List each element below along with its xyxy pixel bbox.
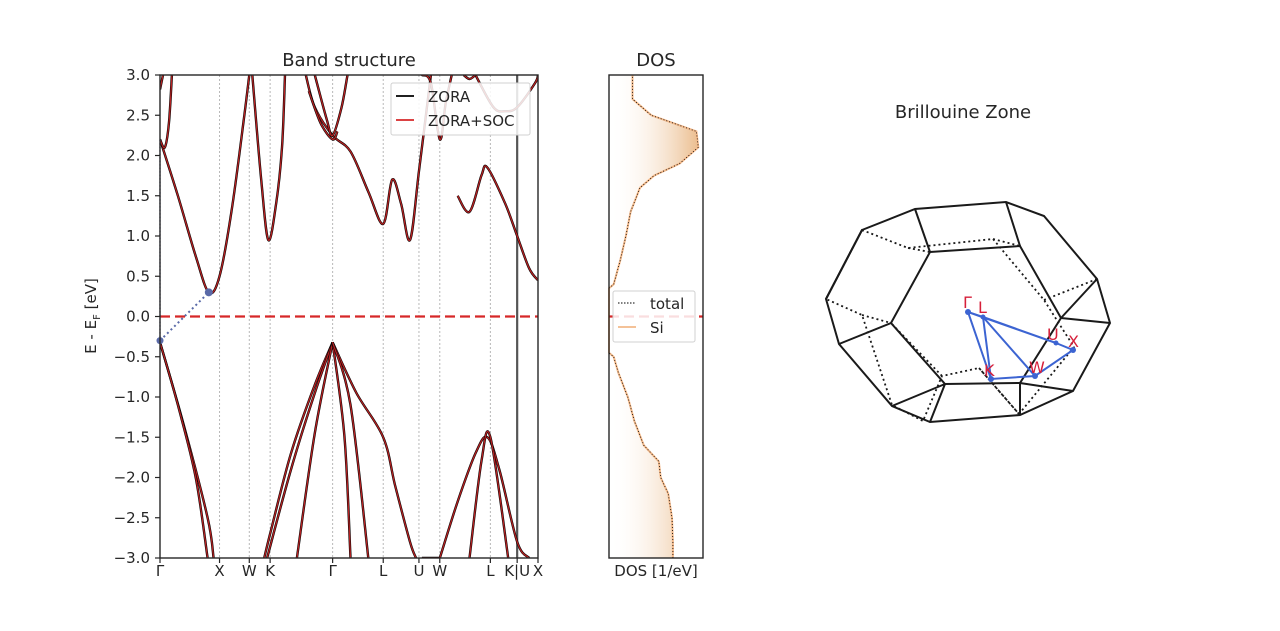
- label-k: K: [984, 361, 995, 380]
- x-tick-label: W: [242, 562, 257, 580]
- y-tick-label: −0.5: [114, 348, 150, 366]
- x-tick-label: L: [486, 562, 495, 580]
- label-u: U: [1047, 325, 1059, 344]
- band-line-zora-soc: [266, 342, 334, 558]
- band-line-zora-soc: [457, 165, 538, 281]
- point-gamma: [965, 309, 971, 315]
- point-l: [980, 314, 986, 320]
- band-line-zora-soc: [463, 75, 476, 80]
- band-line-zora-soc: [331, 342, 352, 558]
- band-legend: ZORA ZORA+SOC: [390, 82, 531, 136]
- y-tick-label: 2.5: [126, 106, 150, 124]
- point-u: [1053, 340, 1059, 346]
- band-line-zora-soc: [308, 90, 338, 141]
- high-symmetry-grid: [219, 75, 518, 558]
- y-tick-label: 1.0: [126, 227, 150, 245]
- x-tick-label: U: [413, 562, 424, 580]
- band-line-zora-soc: [314, 75, 349, 137]
- band-line-zora-soc: [160, 75, 173, 149]
- label-x: X: [1068, 332, 1079, 351]
- y-axis-ticks: 3.0 2.5 2.0 1.5 1.0 0.5 0.0 −0.5 −1.0 −1.5 −2.0 −2.…: [114, 66, 160, 567]
- label-gamma: Γ: [963, 293, 972, 312]
- band-line-zora-soc: [439, 436, 530, 558]
- band-line-zora-soc: [160, 342, 209, 558]
- y-tick-label: −2.5: [114, 509, 150, 527]
- dos-panel: DOS DOS [1/eV] total Si: [608, 50, 704, 580]
- band-gap-marker: [156, 139, 213, 345]
- band-line-zora: [468, 430, 510, 558]
- x-tick-label: X: [214, 562, 224, 580]
- x-tick-label: Γ: [156, 562, 165, 580]
- y-tick-label: 1.5: [126, 187, 150, 205]
- band-curves: [160, 75, 538, 558]
- x-tick-label: W: [432, 562, 447, 580]
- brillouin-zone-points: [965, 309, 1076, 382]
- zone-connecting-edges: [825, 201, 1111, 423]
- point-x: [1070, 347, 1076, 353]
- band-line-zora: [265, 341, 334, 558]
- band-line-zora: [438, 435, 531, 558]
- k-path: [966, 310, 1076, 381]
- band-line-zora: [160, 341, 215, 558]
- band-line-zora-soc: [251, 75, 286, 241]
- band-line-zora-soc: [332, 342, 417, 558]
- band-line-zora-soc: [263, 342, 334, 558]
- x-tick-label: X: [533, 562, 543, 580]
- y-tick-label: −1.0: [114, 388, 150, 406]
- band-line-zora-soc: [296, 342, 334, 558]
- band-structure-title: Band structure: [282, 50, 416, 71]
- x-tick-label: L: [379, 562, 388, 580]
- brillouin-zone-path: [966, 310, 1076, 381]
- band-legend-box: [390, 82, 531, 136]
- label-l: L: [978, 298, 987, 317]
- band-line-zora: [456, 164, 538, 282]
- dos-title: DOS: [636, 50, 675, 71]
- legend-label-zora: ZORA: [428, 88, 471, 106]
- dos-total-line: [608, 75, 699, 558]
- x-tick-label: Γ: [328, 562, 337, 580]
- x-axis-ticks: Γ X W K Γ L U W L K|U X: [156, 558, 543, 580]
- hidden-edge-links: [861, 238, 1098, 415]
- point-w: [1032, 373, 1038, 379]
- y-tick-label: −3.0: [114, 549, 150, 567]
- point-k: [988, 376, 994, 382]
- dos-legend-box: [612, 290, 696, 343]
- brillouin-zone-panel: Brillouine Zone Γ: [824, 102, 1112, 424]
- y-tick-label: −1.5: [114, 428, 150, 446]
- band-line-zora-soc: [160, 342, 215, 558]
- y-tick-label: −2.0: [114, 469, 150, 487]
- band-line-zora-soc: [468, 430, 509, 558]
- band-line-zora: [160, 341, 209, 558]
- legend-label-zora-soc: ZORA+SOC: [428, 112, 515, 130]
- dos-x-axis-label: DOS [1/eV]: [614, 562, 697, 580]
- brillouin-zone-title: Brillouine Zone: [895, 102, 1031, 123]
- x-tick-label: K|U: [504, 562, 530, 580]
- dos-fill-area: [609, 75, 699, 558]
- legend-label-total: total: [650, 295, 684, 313]
- band-line-zora: [251, 75, 287, 242]
- y-tick-label: 0.5: [126, 267, 150, 285]
- x-tick-label: K: [265, 562, 276, 580]
- band-line-zora-soc: [160, 75, 250, 294]
- band-structure-panel: Band structure 3.0 2.5 2.0 1.5 1.0 0.5 0.0 −0.5…: [82, 50, 543, 580]
- label-w: W: [1029, 358, 1045, 377]
- dos-axes-frame: [608, 74, 704, 559]
- y-tick-label: 2.0: [126, 147, 150, 165]
- gap-line: [159, 291, 210, 342]
- band-lines: [160, 75, 538, 558]
- brillouin-zone-hidden-edges: [824, 228, 1098, 423]
- brillouin-zone-visible-edges: [824, 200, 1112, 424]
- brillouin-zone-labels: Γ L U X K W: [963, 293, 1079, 380]
- y-axis-label: E - EF [eV]: [82, 278, 103, 354]
- cbm-point: [204, 288, 213, 297]
- dos-legend: total Si: [612, 290, 696, 343]
- y-tick-label: 0.0: [126, 308, 150, 326]
- y-tick-label: 3.0: [126, 66, 150, 84]
- band-line-zora-soc: [331, 342, 369, 558]
- legend-label-si: Si: [650, 319, 664, 337]
- band-line-zora: [295, 342, 334, 558]
- hidden-edge-loop: [824, 228, 1076, 423]
